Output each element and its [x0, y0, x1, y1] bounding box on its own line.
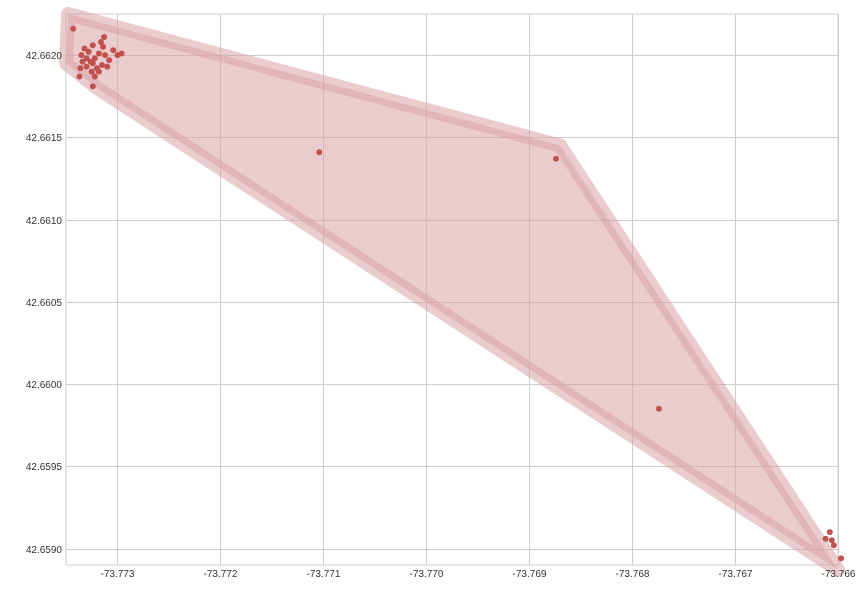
data-point	[70, 25, 77, 32]
data-point	[822, 535, 829, 542]
data-point	[102, 52, 109, 59]
data-point	[98, 39, 104, 45]
x-tick-label: -73.773	[101, 569, 135, 580]
y-tick-label: 42.6595	[26, 462, 63, 473]
data-point	[95, 50, 102, 57]
data-point	[100, 43, 107, 50]
data-point	[78, 52, 85, 59]
data-point	[89, 60, 96, 67]
data-point	[83, 55, 90, 62]
data-point	[79, 58, 86, 65]
data-point	[81, 45, 88, 52]
data-point	[85, 48, 92, 55]
y-tick-label: 42.6600	[26, 380, 63, 391]
data-point	[99, 62, 105, 68]
axis-layer: -73.773 -73.772 -73.771 -73.770 -73.769 -73.7…	[26, 51, 856, 580]
data-point	[91, 55, 98, 62]
y-tick-label: 42.6615	[26, 133, 63, 144]
data-point	[830, 542, 837, 549]
data-point	[76, 73, 83, 80]
x-tick-label: -73.772	[204, 569, 238, 580]
y-tick-label: 42.6590	[26, 545, 63, 556]
hull-layer	[59, 7, 845, 577]
data-point	[655, 405, 662, 412]
data-point	[118, 50, 125, 57]
data-point	[89, 83, 96, 90]
data-point	[83, 63, 90, 70]
data-point	[110, 47, 117, 54]
x-tick-label: -73.768	[616, 569, 650, 580]
data-point	[826, 529, 833, 536]
data-point	[104, 63, 111, 70]
x-tick-label: -73.769	[513, 569, 547, 580]
x-tick-label: -73.766	[822, 569, 856, 580]
data-point	[95, 68, 102, 75]
data-point	[828, 537, 835, 544]
hull-area	[59, 7, 845, 577]
data-point	[77, 65, 84, 72]
data-point	[316, 149, 323, 156]
data-point	[553, 155, 559, 162]
data-point	[838, 555, 845, 562]
points-layer	[70, 25, 845, 562]
data-point	[88, 68, 95, 75]
y-tick-label: 42.6620	[26, 51, 63, 62]
data-point	[89, 42, 96, 49]
data-point	[101, 34, 108, 40]
data-point	[91, 73, 98, 80]
x-tick-label: -73.770	[410, 569, 444, 580]
y-tick-label: 42.6605	[26, 298, 63, 309]
y-tick-label: 42.6610	[26, 216, 63, 227]
x-tick-label: -73.771	[307, 569, 341, 580]
data-point	[106, 57, 113, 64]
x-tick-label: -73.767	[719, 569, 753, 580]
